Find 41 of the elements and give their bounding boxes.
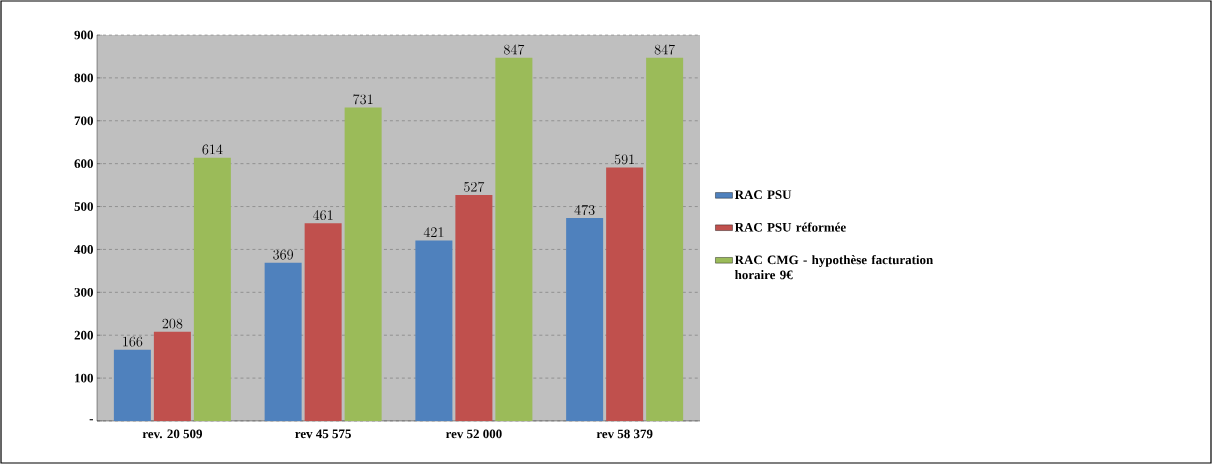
bar: [495, 57, 533, 421]
data-label: 369: [273, 249, 294, 260]
data-label: 473: [574, 204, 595, 215]
data-label: 208: [162, 318, 183, 329]
y-tick-label: -: [89, 419, 94, 421]
x-tick-label: rev 52 000: [445, 429, 502, 439]
data-label: 461: [312, 210, 333, 221]
data-label: 166: [123, 336, 143, 347]
bar: [193, 157, 231, 421]
y-tick-label: 500: [74, 202, 93, 211]
data-label: 731: [353, 94, 373, 105]
legend-label: RAC PSU réformée: [734, 222, 846, 232]
bar: [344, 107, 382, 421]
x-tick-label: rev 45 575: [295, 429, 351, 439]
bar: [455, 194, 493, 421]
bar: [415, 240, 453, 421]
y-tick-label: 300: [74, 287, 93, 297]
legend-label: RAC PSU: [734, 190, 792, 200]
bar: [113, 349, 151, 421]
bar: [646, 57, 684, 421]
data-label: 614: [202, 144, 223, 155]
y-tick-label: 100: [75, 373, 93, 383]
y-tick-label: 700: [74, 116, 93, 126]
bar: [153, 331, 191, 421]
x-tick-label: rev 58 379: [596, 429, 653, 439]
y-tick-label: 200: [74, 330, 93, 340]
data-label: 847: [503, 44, 525, 55]
data-label: 847: [654, 44, 675, 55]
bar: [304, 223, 342, 421]
x-tick-label: rev. 20 509: [142, 429, 203, 439]
bar: [606, 167, 644, 421]
data-label: 421: [423, 227, 444, 237]
y-tick-label: 800: [74, 73, 93, 83]
data-label: 527: [464, 181, 485, 192]
legend-label: RAC CMG - hypothèse facturation horaire 9€: [734, 255, 934, 280]
y-tick-label: 400: [74, 245, 93, 254]
data-label: 591: [614, 154, 635, 165]
bar: [566, 218, 604, 421]
y-tick-label: 900: [74, 30, 93, 40]
bar: [264, 262, 302, 421]
y-tick-label: 600: [74, 159, 93, 169]
